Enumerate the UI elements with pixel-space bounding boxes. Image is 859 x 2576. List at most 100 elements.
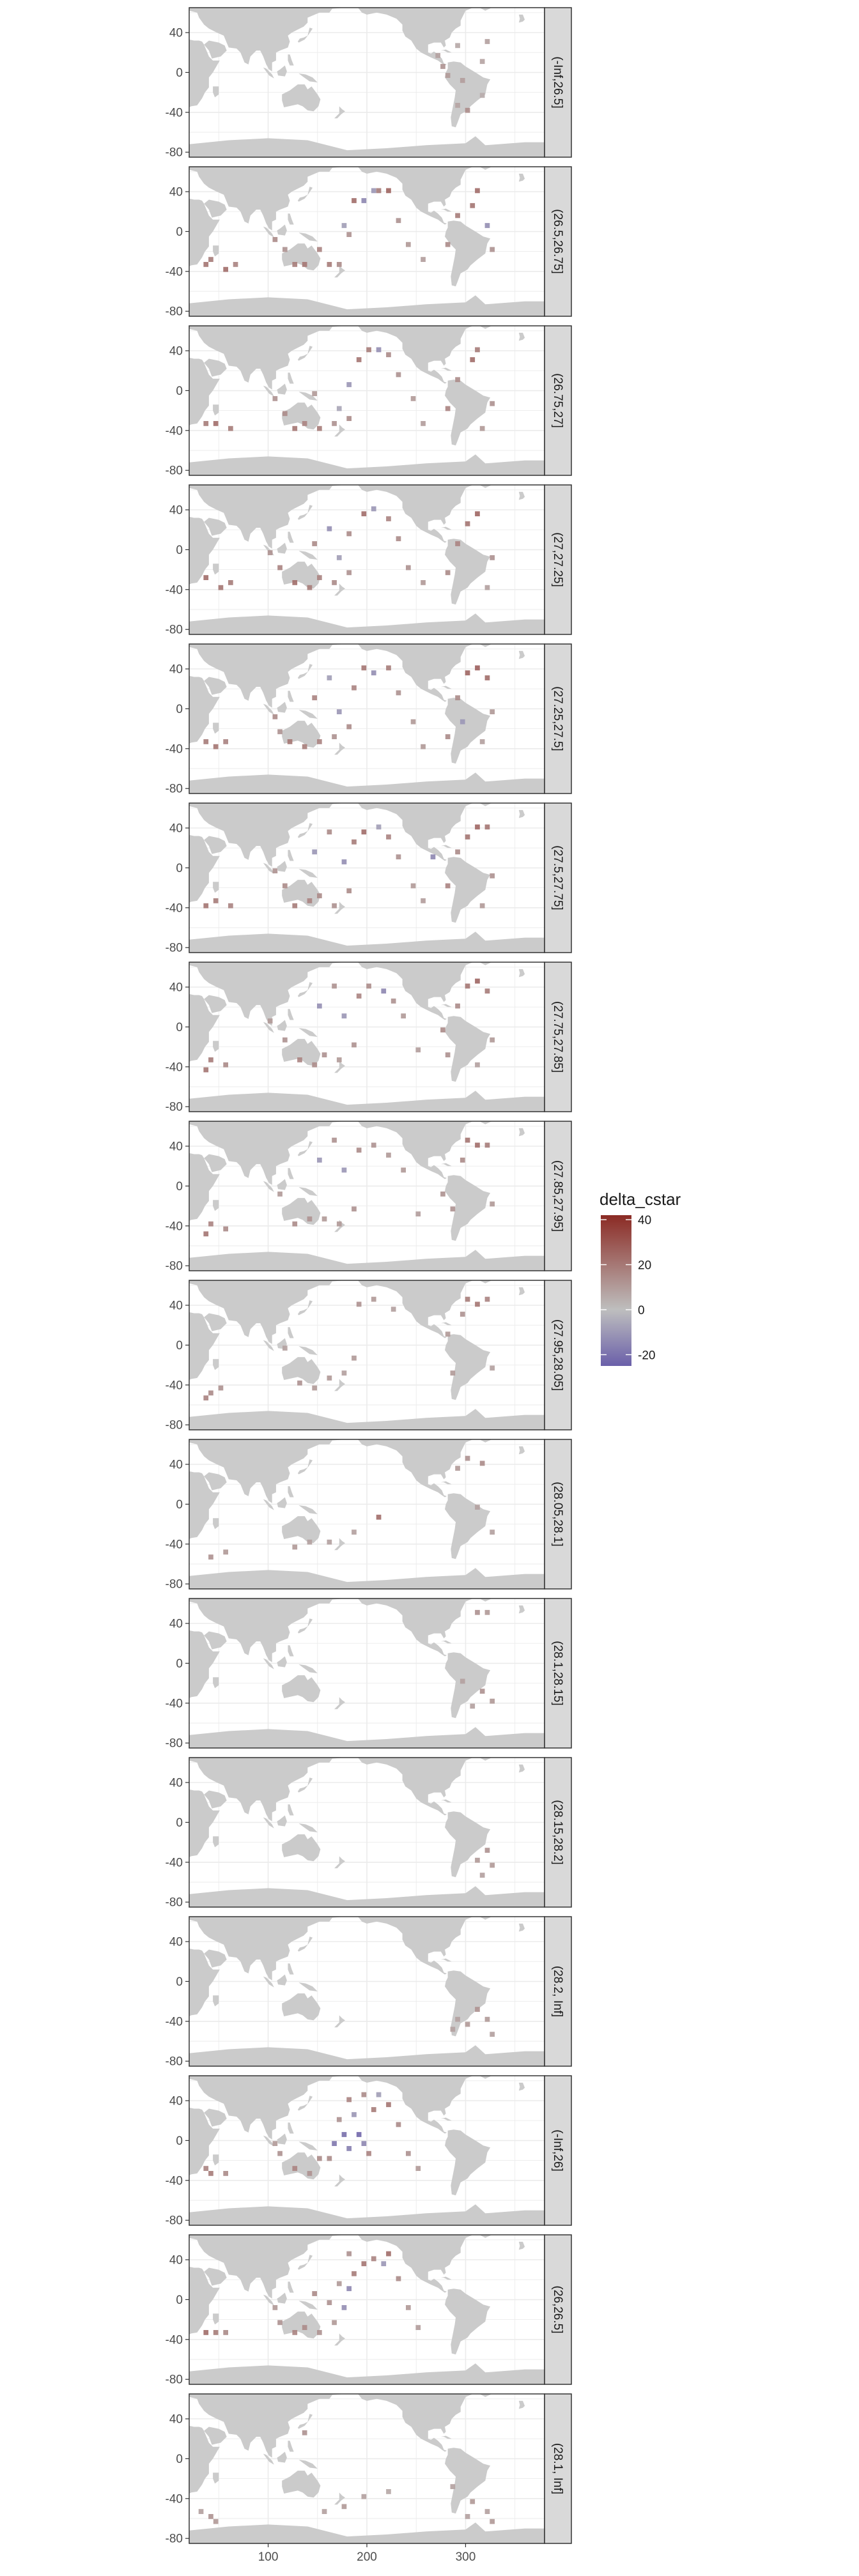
y-tick-label: 40 (169, 1140, 183, 1154)
heatmap-cell (312, 695, 317, 701)
island-philippines (288, 1009, 294, 1020)
heatmap-cell (475, 824, 480, 830)
heatmap-cell (406, 2150, 411, 2156)
heatmap-cell (327, 675, 332, 680)
continent-s-america (445, 2288, 491, 2355)
panel-content (189, 2076, 545, 2225)
island-borneo (277, 2292, 287, 2304)
continent-n-america (357, 2394, 474, 2452)
strip-background (544, 484, 572, 635)
continent-antarctica (189, 1091, 545, 1112)
continent-s-america (445, 1016, 491, 1082)
facet-panel: 40 0 -40 -80 (166, 166, 545, 319)
island-uk (518, 650, 525, 659)
continent-eurasia (189, 644, 345, 708)
heatmap-cell (223, 739, 228, 744)
continent-eurasia (189, 962, 345, 1026)
heatmap-cell (307, 585, 313, 590)
heatmap-cell (475, 188, 480, 194)
continent-eurasia (189, 1280, 345, 1344)
strip-background (544, 2393, 572, 2544)
heatmap-cell (460, 1312, 465, 1317)
facet-strip: (27.95,28.05] (544, 1280, 572, 1430)
facet-strip-label: (28.15,28.2] (551, 1800, 564, 1864)
continent-greenland (479, 1439, 492, 1443)
heatmap-cell (386, 834, 391, 839)
heatmap-cell (208, 2171, 213, 2176)
heatmap-cell (272, 237, 278, 242)
heatmap-cell (366, 347, 371, 353)
heatmap-cell (366, 2150, 371, 2156)
heatmap-cell (490, 247, 495, 252)
y-tick-label: -40 (166, 424, 183, 438)
continent-australia (282, 2312, 321, 2339)
continent-antarctica (189, 931, 545, 953)
island-uk (518, 14, 525, 23)
colorbar (601, 1215, 631, 1366)
heatmap-cell (302, 262, 307, 267)
heatmap-cell (445, 1052, 451, 1057)
island-cuba (440, 1799, 452, 1803)
continent-s-america (445, 1811, 491, 1878)
heatmap-cell (366, 983, 371, 989)
continent-antarctica (189, 613, 545, 634)
heatmap-cell (317, 893, 322, 898)
island-sumatra (263, 703, 274, 715)
heatmap-cell (386, 516, 391, 521)
island-borneo (277, 2451, 287, 2463)
panel-content (189, 1758, 545, 1907)
heatmap-cell (465, 670, 470, 676)
heatmap-cell (327, 2156, 332, 2161)
heatmap-cell (401, 1167, 406, 1173)
continent-eurasia (189, 485, 345, 549)
island-uk (518, 1287, 525, 1296)
heatmap-cell (352, 1355, 357, 1361)
facet-strip-label: (28.2, Inf] (551, 1966, 564, 2017)
heatmap-cell (484, 1296, 490, 1302)
heatmap-cell (341, 2305, 347, 2310)
continent-s-america (445, 1334, 491, 1400)
heatmap-cell (356, 357, 362, 362)
continent-s-america (445, 539, 491, 605)
island-uk (518, 969, 525, 977)
y-tick-label: 40 (169, 1300, 183, 1313)
heatmap-cell (371, 188, 376, 194)
island-borneo (277, 1020, 287, 1031)
heatmap-cell (445, 406, 451, 411)
continent-arabia (204, 199, 227, 218)
continent-madagascar (213, 1359, 219, 1370)
heatmap-cell (479, 425, 485, 431)
island-cuba (440, 1322, 452, 1326)
heatmap-cell (455, 2016, 460, 2022)
continent-antarctica (189, 772, 545, 793)
island-sumatra (263, 2135, 274, 2147)
y-tick-label: -80 (166, 783, 183, 796)
heatmap-cell (307, 1539, 313, 1545)
facet-strip-label: (-Inf,26.5] (551, 56, 564, 108)
heatmap-cell (415, 1211, 421, 1216)
continent-antarctica (189, 1568, 545, 1589)
heatmap-cell (470, 357, 476, 362)
continent-greenland (479, 167, 492, 170)
heatmap-cell (336, 709, 342, 714)
continent-antarctica (189, 1409, 545, 1430)
continent-antarctica (189, 2204, 545, 2225)
island-philippines (288, 213, 294, 225)
island-philippines (288, 2122, 294, 2134)
heatmap-cell (317, 575, 322, 580)
island-japan (297, 2096, 313, 2111)
heatmap-cell (223, 1226, 228, 1232)
island-new-zealand (334, 2492, 345, 2505)
island-japan (297, 187, 313, 202)
heatmap-cell (341, 859, 347, 864)
island-borneo (277, 1497, 287, 1508)
heatmap-cell (208, 1390, 213, 1396)
continent-madagascar (213, 86, 219, 98)
island-borneo (277, 861, 287, 872)
island-cuba (440, 1481, 452, 1485)
y-tick-label: 0 (176, 1657, 183, 1671)
island-new-guinea (298, 2142, 318, 2150)
strip-background (544, 1280, 572, 1430)
heatmap-cell (223, 266, 228, 272)
facet-panel: 40 0 -40 -80 (166, 7, 545, 160)
